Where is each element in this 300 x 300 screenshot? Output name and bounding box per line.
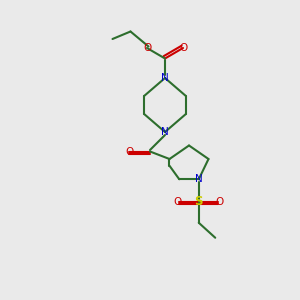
Text: N: N	[161, 73, 169, 83]
Text: O: O	[125, 146, 133, 157]
Text: O: O	[216, 197, 224, 207]
Text: O: O	[143, 43, 151, 53]
Text: N: N	[161, 127, 169, 137]
Text: O: O	[179, 43, 187, 53]
Text: N: N	[195, 174, 202, 184]
Text: O: O	[174, 197, 182, 207]
Text: S: S	[194, 195, 203, 208]
